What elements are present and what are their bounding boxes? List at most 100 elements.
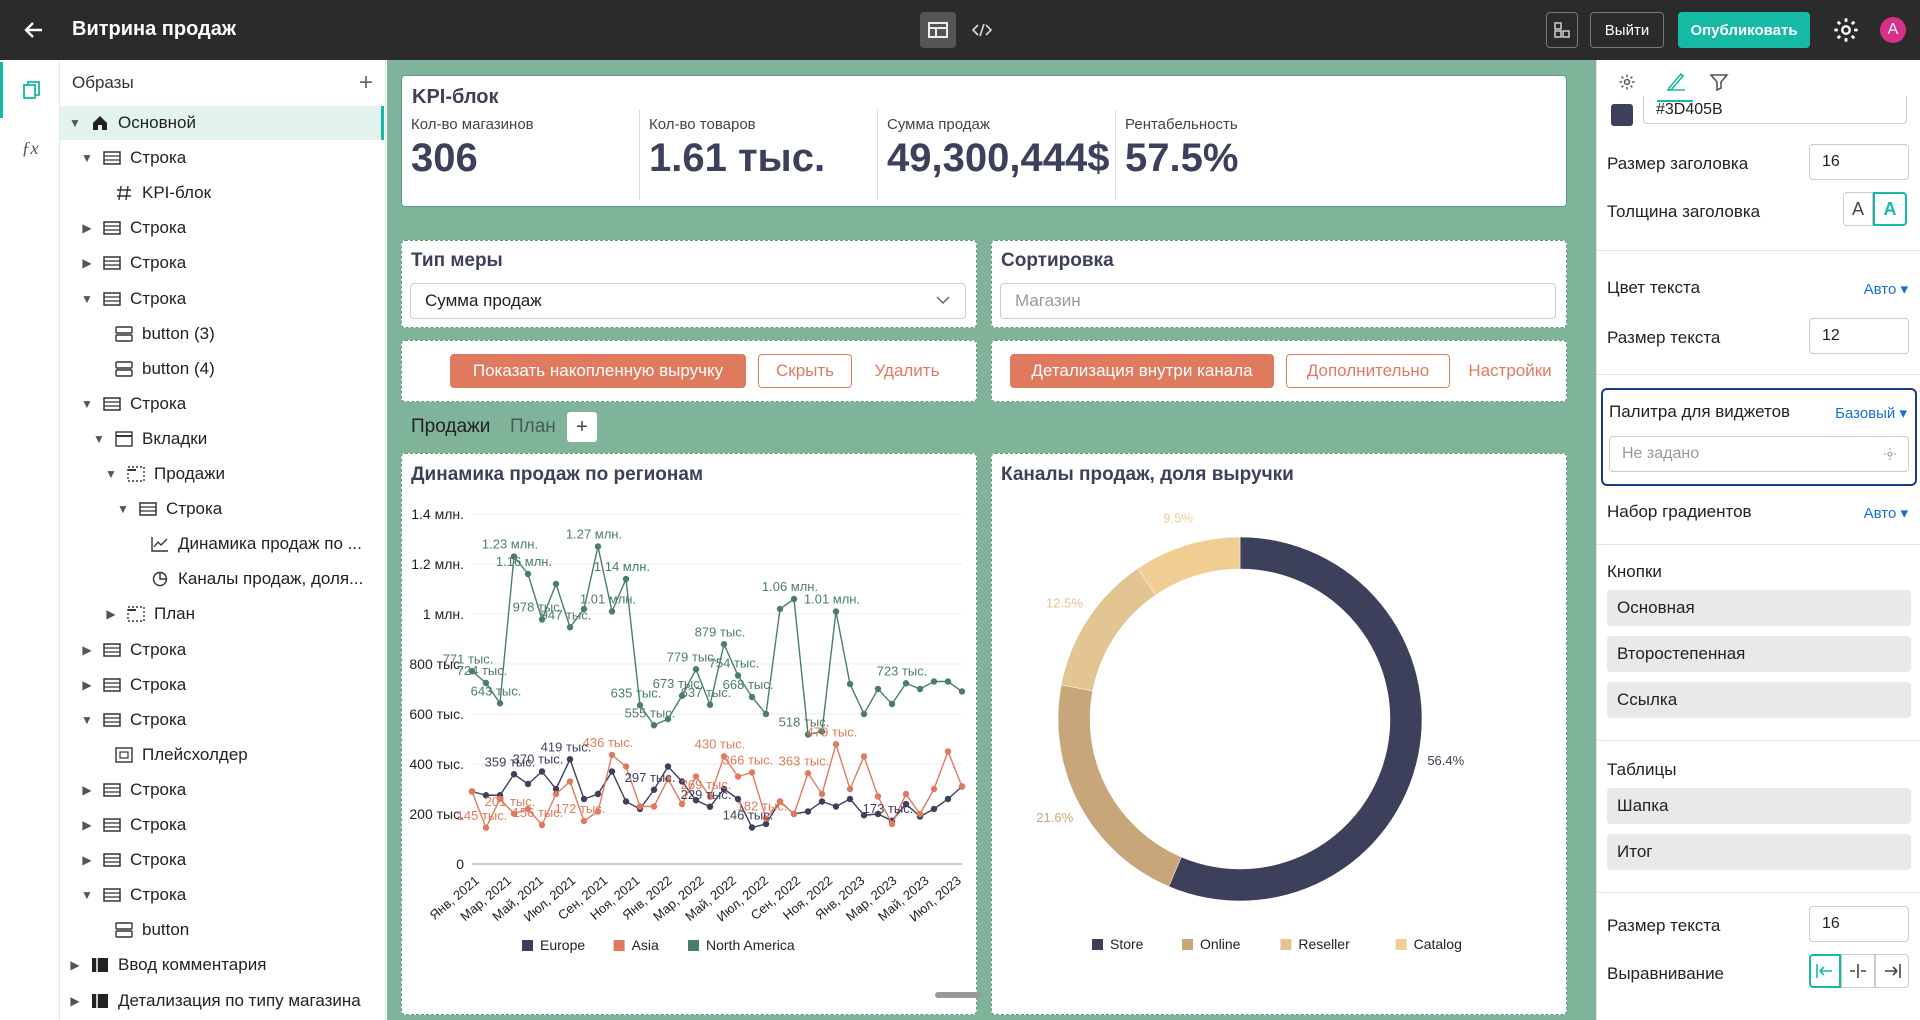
tree-item[interactable]: ▶ Строка — [60, 246, 384, 280]
button-style-main[interactable]: Основная — [1607, 590, 1911, 626]
chevron-right-icon[interactable]: ▶ — [82, 677, 92, 692]
palette-input[interactable]: Не задано — [1609, 436, 1909, 472]
weight-bold-button[interactable]: A — [1873, 192, 1907, 226]
data-point — [664, 715, 672, 723]
measure-select[interactable]: Сумма продаж — [410, 283, 966, 319]
hide-button[interactable]: Скрыть — [758, 354, 852, 388]
code-view-icon[interactable] — [964, 12, 1000, 48]
publish-button[interactable]: Опубликовать — [1678, 12, 1810, 48]
tree-item[interactable]: ▶ Строка — [60, 211, 384, 245]
tree-item[interactable]: ▼ Строка — [60, 282, 384, 316]
header-size-input[interactable]: 16 — [1809, 144, 1909, 180]
chevron-right-icon[interactable]: ▶ — [70, 993, 80, 1008]
table-style-head[interactable]: Шапка — [1607, 788, 1911, 824]
exit-button[interactable]: Выйти — [1590, 12, 1664, 48]
tree-item[interactable]: ▼ Строка — [60, 141, 384, 175]
data-point — [594, 790, 602, 798]
more-button[interactable]: Дополнительно — [1286, 354, 1450, 388]
tree-item[interactable]: Плейсхолдер — [60, 738, 384, 772]
tree-item[interactable]: KPI-блок — [60, 176, 384, 210]
chevron-right-icon[interactable]: ▶ — [106, 607, 116, 622]
settings-link[interactable]: Настройки — [1468, 361, 1552, 380]
tree-item[interactable]: Динамика продаж по ... — [60, 527, 384, 561]
tree-item[interactable]: ▶ План — [60, 597, 384, 631]
table-style-total[interactable]: Итог — [1607, 834, 1911, 870]
function-icon[interactable]: ƒx — [21, 137, 39, 158]
align-right-icon[interactable] — [1875, 954, 1909, 988]
tree-item[interactable]: ▼ Продажи — [60, 457, 384, 491]
add-tab-button[interactable]: + — [567, 412, 597, 442]
text-size2-input[interactable]: 16 — [1809, 906, 1909, 942]
chevron-right-icon[interactable]: ▶ — [82, 256, 92, 271]
horizontal-scrollbar[interactable] — [935, 992, 983, 998]
gear-icon[interactable] — [1882, 446, 1898, 467]
style-tab-icon[interactable] — [1657, 70, 1693, 102]
chevron-down-icon[interactable]: ▼ — [105, 467, 117, 481]
tree-item[interactable]: ▶ Детализация по типу магазина — [60, 984, 384, 1018]
tab-plan[interactable]: План — [510, 416, 556, 437]
filter-tab-icon[interactable] — [1709, 72, 1729, 97]
chevron-right-icon[interactable]: ▶ — [70, 958, 80, 973]
legend-label: North America — [706, 937, 795, 953]
tree-item[interactable]: ▶ Строка — [60, 808, 384, 842]
gradient-dropdown[interactable]: Авто ▾ — [1863, 505, 1908, 522]
show-cumulative-button[interactable]: Показать накопленную выручку — [450, 354, 746, 388]
tree-item[interactable]: ▼ Основной — [60, 106, 384, 140]
chevron-down-icon[interactable]: ▼ — [81, 888, 93, 903]
text-color-dropdown[interactable]: Авто ▾ — [1863, 281, 1908, 298]
tree-item[interactable]: ▶ Строка — [60, 843, 384, 877]
tree-item[interactable]: ▶ Строка — [60, 773, 384, 807]
tree-item[interactable]: button (3) — [60, 317, 384, 351]
color-hex-input[interactable]: #3D405B — [1643, 96, 1907, 124]
avatar[interactable]: A — [1880, 17, 1906, 43]
tree-item[interactable]: ▼ Строка — [60, 492, 384, 526]
data-label: 370 тыс. — [513, 752, 564, 767]
chevron-right-icon[interactable]: ▶ — [82, 853, 92, 868]
palette-dropdown[interactable]: Базовый ▾ — [1835, 405, 1907, 422]
channel-detail-button[interactable]: Детализация внутри канала — [1010, 354, 1274, 388]
chevron-down-icon[interactable]: ▼ — [117, 502, 129, 517]
chevron-down-icon[interactable]: ▼ — [81, 712, 93, 727]
sort-input[interactable]: Магазин — [1000, 283, 1556, 319]
button-style-secondary[interactable]: Второстепенная — [1607, 636, 1911, 672]
chevron-right-icon[interactable]: ▶ — [82, 782, 92, 797]
add-icon[interactable]: + — [358, 69, 373, 96]
tree-header: Образы + — [60, 60, 385, 106]
tree-item[interactable]: ▼ Строка — [60, 387, 384, 421]
data-point — [468, 788, 476, 795]
layout-view-icon[interactable] — [920, 12, 956, 48]
tree-item[interactable]: ▼ Строка — [60, 703, 384, 737]
tree-item[interactable]: ▼ Вкладки — [60, 422, 384, 456]
chevron-down-icon[interactable]: ▼ — [81, 396, 93, 411]
chevron-down-icon[interactable]: ▼ — [69, 116, 81, 130]
tree-item[interactable]: button (4) — [60, 352, 384, 386]
text-size-input[interactable]: 12 — [1809, 318, 1909, 354]
settings-tab-icon[interactable] — [1617, 72, 1637, 97]
tree-item[interactable]: button — [60, 913, 384, 947]
align-left-icon[interactable] — [1809, 954, 1841, 988]
chevron-right-icon[interactable]: ▶ — [82, 642, 92, 657]
tree-item[interactable]: ▶ Строка — [60, 633, 384, 667]
preview-icon[interactable] — [1546, 12, 1578, 48]
button-style-link[interactable]: Ссылка — [1607, 682, 1911, 718]
back-arrow-icon[interactable] — [20, 16, 48, 44]
chevron-right-icon[interactable]: ▶ — [82, 818, 92, 832]
chevron-down-icon[interactable]: ▼ — [93, 431, 105, 446]
tab-sales[interactable]: Продажи — [411, 416, 491, 437]
chevron-down-icon[interactable]: ▼ — [81, 291, 93, 306]
chevron-right-icon[interactable]: ▶ — [82, 221, 92, 236]
color-swatch[interactable] — [1611, 104, 1633, 126]
tree-item[interactable]: ▼ Строка — [60, 878, 384, 912]
pages-icon[interactable] — [0, 62, 60, 118]
tree-item[interactable]: Каналы продаж, доля... — [60, 562, 384, 596]
data-point — [902, 790, 910, 798]
delete-link[interactable]: Удалить — [874, 361, 940, 380]
kpi-card[interactable]: KPI-блок Кол-во магазинов 306 Кол-во товар… — [401, 75, 1567, 207]
row-icon — [102, 395, 122, 413]
gear-icon[interactable] — [1832, 16, 1860, 44]
tree-item[interactable]: ▶ Строка — [60, 668, 384, 702]
weight-normal-button[interactable]: A — [1843, 192, 1873, 226]
tree-item[interactable]: ▶ Ввод комментария — [60, 948, 384, 982]
align-center-icon[interactable] — [1841, 954, 1875, 988]
chevron-down-icon[interactable]: ▼ — [81, 151, 93, 166]
